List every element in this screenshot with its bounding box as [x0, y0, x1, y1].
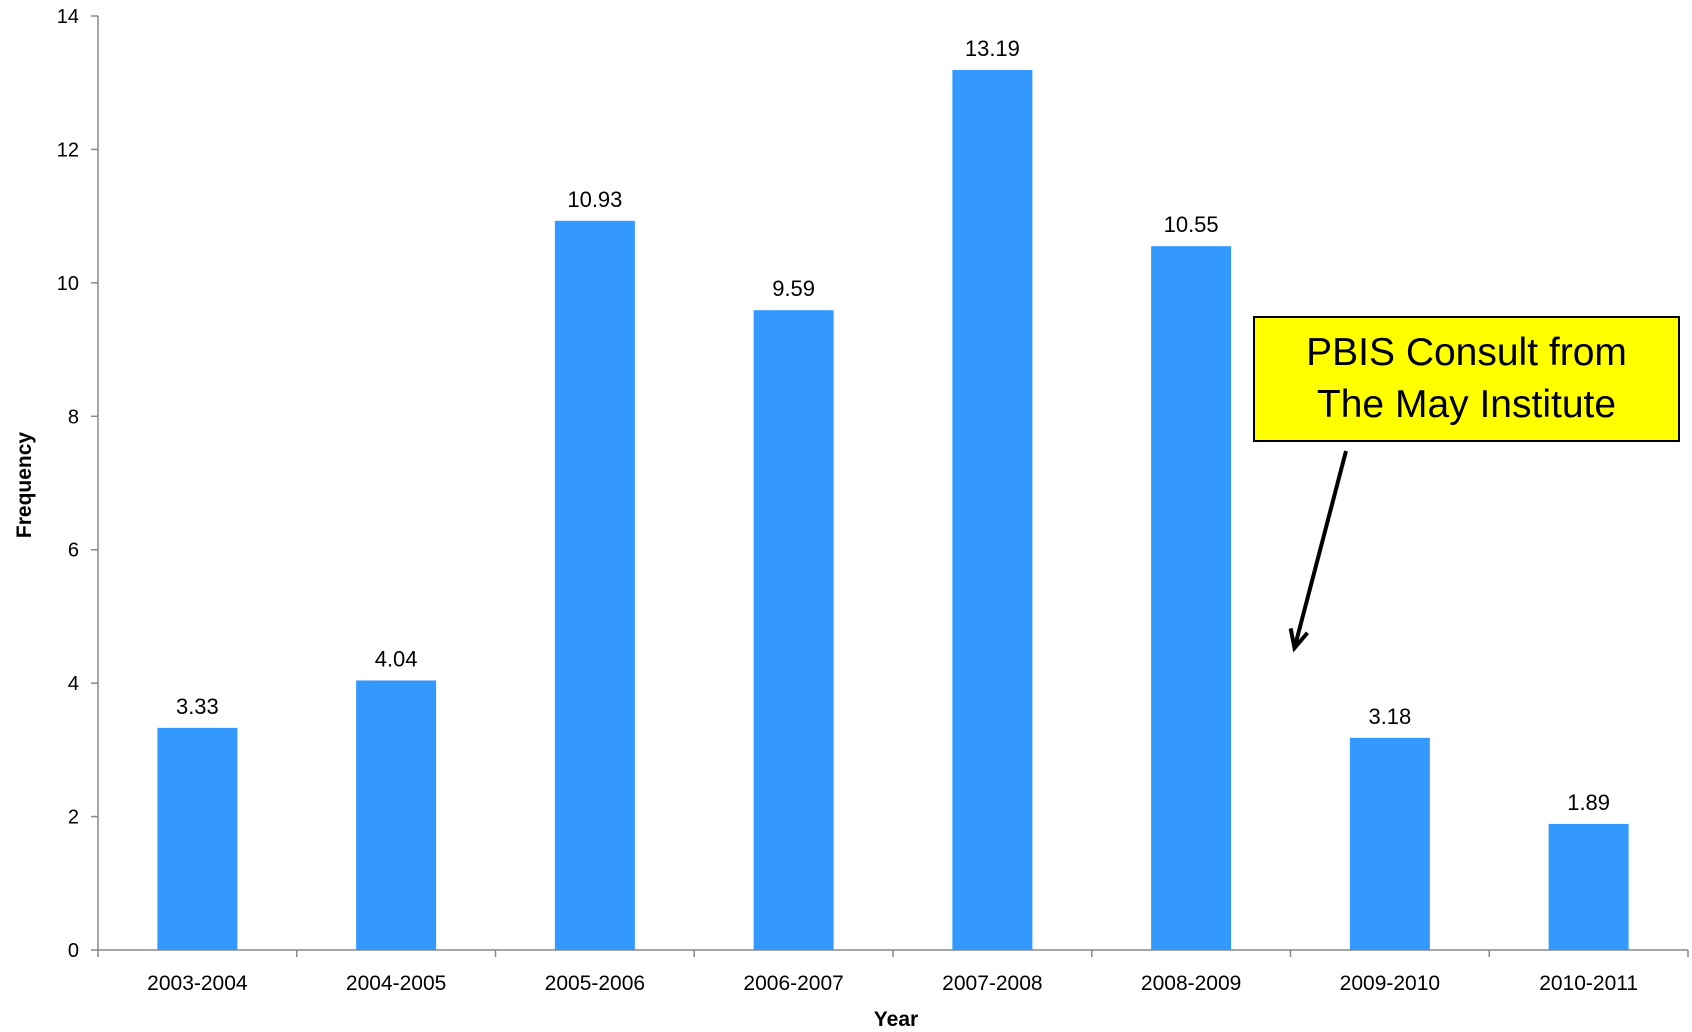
bar [554, 220, 635, 950]
chart-axes: 0 2 4 6 8 10 12 14 2003-2004 2004-2005 2005-2006 20… [57, 6, 1689, 995]
bar-value-label: 4.04 [375, 646, 418, 671]
bar [952, 70, 1033, 950]
bar-value-label: 3.33 [176, 694, 219, 719]
bar [157, 727, 238, 950]
bar [1151, 246, 1232, 950]
bar-value-label: 1.89 [1567, 790, 1610, 815]
bar-value-label: 9.59 [772, 276, 815, 301]
y-tick-label: 12 [57, 139, 79, 161]
annotation-arrow [1288, 450, 1348, 653]
y-axis-title: Frequency [13, 432, 36, 539]
y-tick-label: 2 [68, 807, 79, 829]
bar [1548, 823, 1629, 950]
y-tick-label: 4 [68, 673, 79, 695]
data-labels: 3.33 4.04 10.93 9.59 13.19 10.55 3.18 1.89 [176, 36, 1610, 815]
x-tick-label: 2005-2006 [545, 972, 645, 995]
x-tick-label: 2003-2004 [147, 972, 248, 995]
x-tick-label: 2004-2005 [346, 972, 446, 995]
annotation-arrow-head [1288, 627, 1309, 653]
bar-value-label: 13.19 [965, 36, 1020, 61]
bar [753, 310, 834, 951]
bar [356, 680, 437, 950]
bar-value-label: 3.18 [1368, 704, 1411, 729]
y-tick-label: 14 [57, 6, 79, 28]
y-tick-label: 8 [68, 406, 79, 428]
bar [1349, 737, 1430, 950]
x-tick-label: 2007-2008 [942, 972, 1042, 995]
y-tick-label: 10 [57, 273, 79, 295]
x-tick-label: 2008-2009 [1141, 972, 1241, 995]
annotation-arrow-shaft [1292, 450, 1348, 649]
annotation-callout: PBIS Consult from The May Institute [1253, 316, 1680, 442]
y-tick-label: 0 [68, 940, 79, 962]
y-tick-label: 6 [68, 540, 79, 562]
x-tick-label: 2010-2011 [1539, 972, 1638, 995]
x-axis-title: Year [874, 1008, 918, 1031]
x-tick-label: 2006-2007 [743, 972, 843, 995]
bar-series [157, 70, 1629, 951]
bar-value-label: 10.93 [567, 187, 622, 212]
x-tick-label: 2009-2010 [1340, 972, 1440, 995]
bar-value-label: 10.55 [1164, 212, 1219, 237]
